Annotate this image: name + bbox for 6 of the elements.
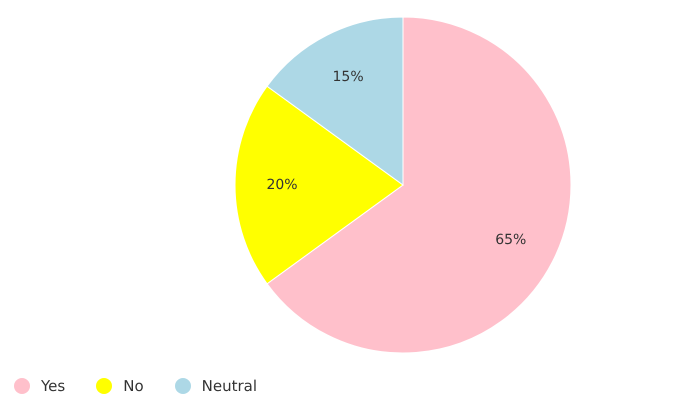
data-label: 20% xyxy=(266,177,298,193)
legend-label: No xyxy=(123,377,144,395)
legend-label: Neutral xyxy=(202,377,257,395)
data-label: 15% xyxy=(332,69,364,86)
data-label: 65% xyxy=(495,232,526,248)
legend-label: Yes xyxy=(41,377,66,395)
